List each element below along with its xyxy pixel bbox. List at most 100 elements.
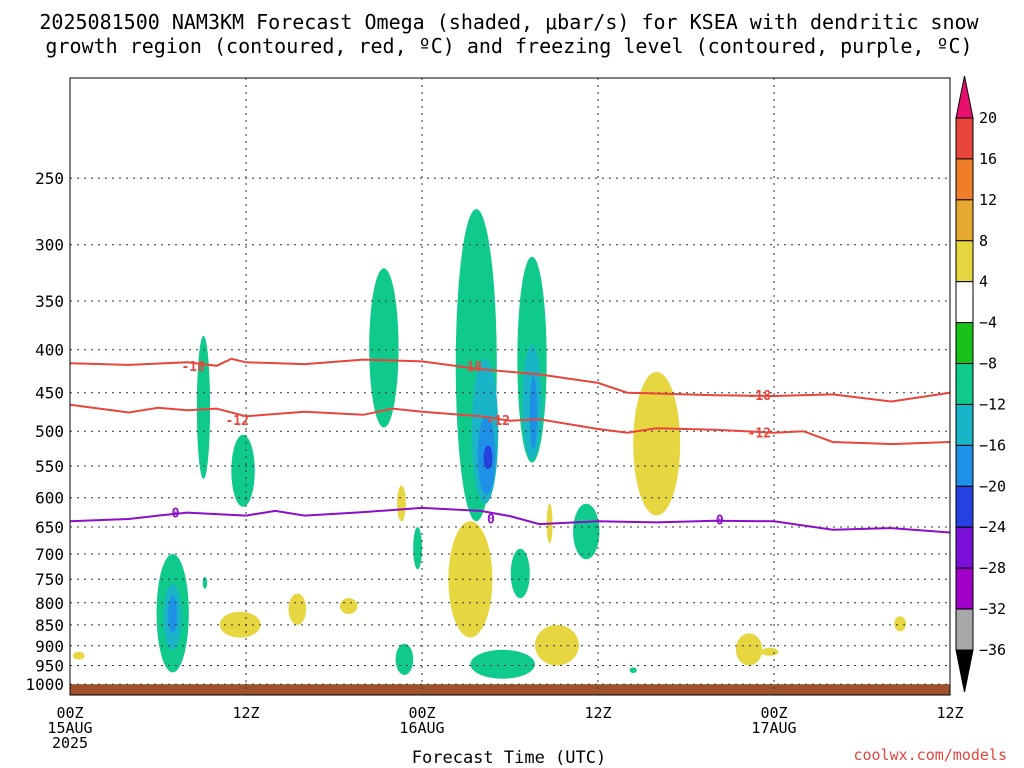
contour-label: 0 xyxy=(487,512,495,527)
x-tick-label: 15AUG xyxy=(47,719,92,737)
omega-region-4 xyxy=(231,434,255,507)
contour-label: -12 xyxy=(225,414,248,429)
y-tick-label: 700 xyxy=(35,545,64,564)
colorbar-box xyxy=(955,403,974,446)
y-tick-label: 500 xyxy=(35,422,64,441)
contour-label: 0 xyxy=(172,507,180,522)
x-tick-label: 12Z xyxy=(936,704,963,722)
colorbar: 20 16 12 8 4 −4 −8 −12 −16 −20 −24 −28 −32 −36 xyxy=(955,75,1006,693)
colorbar-box xyxy=(955,117,974,160)
colorbar-label: 16 xyxy=(979,150,997,168)
y-tick-label: 250 xyxy=(35,169,64,188)
y-tick-label: 750 xyxy=(35,570,64,589)
omega-region-18 xyxy=(202,576,208,589)
colorbar-label: −28 xyxy=(979,559,1006,577)
y-tick-label: 800 xyxy=(35,594,64,613)
y-tick-label: 550 xyxy=(35,457,64,476)
omega-region-26 xyxy=(339,598,358,614)
y-tick-label: 300 xyxy=(35,236,64,255)
colorbar-label: −12 xyxy=(979,395,1006,413)
colorbar-box xyxy=(955,444,974,487)
colorbar-label: 8 xyxy=(979,232,988,250)
omega-shading-layer xyxy=(72,208,907,679)
colorbar-label: −20 xyxy=(979,477,1006,495)
omega-region-3 xyxy=(196,335,211,480)
contour-label: -18 xyxy=(181,360,205,375)
omega-region-22 xyxy=(397,485,406,522)
x-tick-label: 00Z xyxy=(408,704,435,722)
y-tick-label: 450 xyxy=(35,384,64,403)
omega-region-29 xyxy=(894,616,907,632)
colorbar-bottom-arrow xyxy=(955,649,974,693)
contour-line-0 xyxy=(70,357,950,403)
omega-region-9 xyxy=(483,445,493,470)
omega-region-2 xyxy=(168,595,178,634)
y-tick-label: 850 xyxy=(35,616,64,635)
ground-band xyxy=(70,684,950,695)
contour-line-2 xyxy=(70,506,950,534)
x-tick-label: 16AUG xyxy=(399,719,444,737)
omega-region-14 xyxy=(510,548,530,599)
colorbar-box xyxy=(955,322,974,365)
colorbar-label: −24 xyxy=(979,518,1006,536)
y-tick-label: 400 xyxy=(35,341,64,360)
omega-region-28 xyxy=(760,647,779,656)
y-tick-label: 950 xyxy=(35,656,64,675)
chart-title-line-1: 2025081500 NAM3KM Forecast Omega (shaded… xyxy=(39,10,979,34)
colorbar-box xyxy=(955,199,974,242)
ground-layer xyxy=(70,684,950,695)
colorbar-box xyxy=(955,485,974,528)
colorbar-box xyxy=(955,567,974,610)
y-tick-label: 1000 xyxy=(25,675,64,694)
contour-label: 0 xyxy=(716,514,724,529)
omega-region-15 xyxy=(470,649,535,679)
colorbar-label: −36 xyxy=(979,641,1006,659)
x-tick-label: 17AUG xyxy=(751,719,796,737)
contour-line-1 xyxy=(70,403,950,446)
colorbar-label: −4 xyxy=(979,314,997,332)
omega-region-27 xyxy=(735,633,763,666)
contour-label: -18 xyxy=(459,360,483,375)
y-tick-label: 650 xyxy=(35,518,64,537)
y-tick-label: 600 xyxy=(35,489,64,508)
x-tick-label: 00Z xyxy=(56,704,83,722)
omega-region-16 xyxy=(395,643,414,675)
colorbar-box xyxy=(955,240,974,283)
omega-region-20 xyxy=(633,371,681,516)
contour-label: -18 xyxy=(748,389,772,404)
colorbar-top-arrow xyxy=(955,75,974,119)
colorbar-box xyxy=(955,363,974,405)
colorbar-label: −32 xyxy=(979,600,1006,618)
chart-title-line-2: growth region (contoured, red, ºC) and f… xyxy=(45,34,972,58)
omega-region-25 xyxy=(288,593,307,625)
omega-region-5 xyxy=(369,268,399,428)
y-tick-label: 900 xyxy=(35,637,64,656)
y-axis-ticks: 250 300 350 400 450 500 550 600 650 700 750 800 850 9… xyxy=(25,169,64,694)
colorbar-label: −16 xyxy=(979,436,1006,454)
colorbar-box xyxy=(955,281,974,324)
omega-region-23 xyxy=(534,624,579,666)
grid-layer xyxy=(70,78,950,695)
omega-region-12 xyxy=(529,376,538,450)
credit-text: coolwx.com/models xyxy=(853,746,1007,764)
contour-label: -12 xyxy=(748,427,771,442)
omega-region-19 xyxy=(629,667,637,674)
omega-region-31 xyxy=(72,651,85,660)
omega-region-13 xyxy=(573,503,600,560)
colorbar-label: 20 xyxy=(979,109,997,127)
colorbar-box xyxy=(955,526,974,569)
plot-area xyxy=(70,78,950,695)
plot-frame xyxy=(69,77,951,696)
x-tick-label: 12Z xyxy=(584,704,611,722)
contour-label-layer: -18 -18 -18 -12 -12 -12 0 0 0 xyxy=(172,360,772,529)
colorbar-label: 12 xyxy=(979,191,997,209)
x-tick-label: 00Z xyxy=(760,704,787,722)
colorbar-label: −8 xyxy=(979,355,997,373)
x-axis-title: Forecast Time (UTC) xyxy=(412,748,606,768)
x-tick-label: 2025 xyxy=(52,734,88,752)
y-tick-label: 350 xyxy=(35,292,64,311)
omega-region-17 xyxy=(413,526,422,570)
contour-layer xyxy=(70,357,950,534)
